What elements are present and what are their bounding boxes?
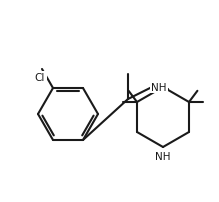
Text: Cl: Cl [35, 73, 45, 83]
Text: NH: NH [155, 151, 171, 161]
Text: NH: NH [151, 83, 167, 93]
